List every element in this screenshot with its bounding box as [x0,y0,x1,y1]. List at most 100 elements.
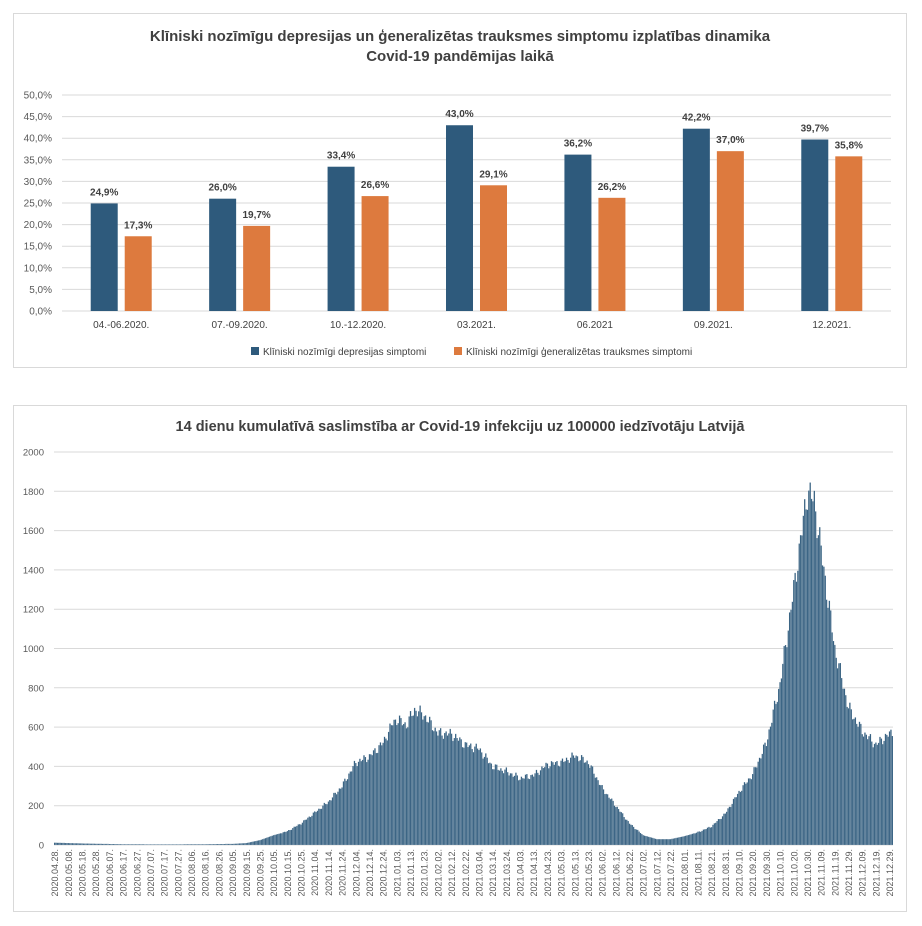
x-tick-label: 2021.11.19. [830,849,840,896]
x-tick-label: 2021.07.02. [639,849,649,897]
x-tick-label: 12.2021. [812,320,851,331]
bar-depression [801,139,829,311]
x-tick-label: 2020.08.16. [201,849,211,897]
y-tick-label: 45,0% [24,112,52,123]
x-tick-label: 2021.03.04. [474,849,484,897]
legend-label: Klīniski nozīmīgi ģeneralizētas trauksme… [466,345,692,358]
x-tick-label: 2021.05.03. [557,849,567,897]
x-tick-label: 2021.08.31. [721,849,731,897]
y-tick-label: 20,0% [24,220,52,231]
x-tick-label: 2021.07.22. [666,849,676,897]
x-tick-label: 2020.08.06. [187,849,197,897]
bar-anxiety [124,236,152,311]
y-tick-label: 1400 [23,565,44,576]
x-tick-label: 2020.06.27. [132,849,142,897]
x-tick-label: 2020.08.26. [214,849,224,897]
x-tick-label: 2020.04.28. [50,849,60,897]
x-tick-label: 2021.08.21. [707,849,717,897]
legend-swatch-depression [251,347,259,355]
x-tick-label: 10.-12.2020. [330,320,386,331]
y-tick-label: 400 [28,762,44,773]
covid-incidence-chart: 14 dienu kumulatīvā saslimstība ar Covid… [13,405,907,912]
x-tick-label: 2020.09.15. [242,849,252,897]
x-tick-label: 2020.07.07. [146,849,156,897]
x-tick-label: 2021.04.13. [529,849,539,897]
x-tick-label: 03.2021. [457,320,496,331]
x-tick-label: 2021.02.22. [461,849,471,897]
data-label: 19,7% [242,210,270,221]
x-tick-label: 2021.08.01. [680,849,690,897]
x-tick-label: 2021.12.29. [885,849,895,897]
data-label: 17,3% [124,220,152,231]
incidence-chart-canvas: 0 200 400 600 800 1000 1200 1400 1600 1800 2000 202… [23,448,895,897]
x-tick-label: 2021.08.11. [693,849,703,896]
data-label: 37,0% [716,135,744,146]
x-tick-label: 2020.12.24. [379,849,389,897]
x-tick-label: 09.2021. [694,320,733,331]
data-label: 35,8% [835,140,863,151]
y-tick-label: 600 [28,723,44,734]
y-tick-label: 35,0% [24,155,52,166]
x-tick-label: 2020.06.07. [105,849,115,897]
x-tick-label: 2021.04.23. [543,849,553,897]
x-tick-label: 2021.10.10. [776,849,786,897]
x-tick-label: 2021.06.22. [625,849,635,897]
x-tick-label: 2021.02.12. [447,849,457,897]
x-tick-label: 2021.11.09. [817,849,827,896]
bar-depression [209,198,237,311]
data-label: 42,2% [682,113,710,124]
y-tick-label: 10,0% [24,263,52,274]
y-tick-label: 25,0% [24,199,52,210]
x-tick-label: 2021.01.13. [406,849,416,897]
legend-swatch-anxiety [454,347,462,355]
incidence-bars [53,482,894,846]
x-tick-label: 2020.09.05. [228,849,238,897]
x-tick-label: 2020.07.27. [173,849,183,897]
data-label: 43,0% [445,109,473,120]
data-label: 26,2% [598,182,626,193]
data-label: 24,9% [90,187,118,198]
bar-chart-canvas: 0,0% 5,0% 10,0% 15,0% 20,0% 25,0% 30,0% 35,0% 40… [24,91,891,358]
x-tick-label: 2021.05.13. [570,849,580,897]
bar-anxiety [243,225,271,311]
y-tick-label: 1800 [23,487,44,498]
x-tick-label: 2021.03.24. [502,849,512,897]
y-tick-label: 200 [28,801,44,812]
x-tick-label: 2021.01.23. [420,849,430,897]
bar-depression [446,125,473,312]
x-tick-label: 2020.06.17. [119,849,129,897]
x-tick-label: 2020.12.14. [365,849,375,897]
x-tick-label: 2020.05.28. [91,849,101,897]
data-label: 39,7% [801,123,829,134]
x-tick-label: 2021.09.20. [748,849,758,897]
x-tick-label: 2021.02.02. [433,849,443,897]
x-tick-label: 2020.10.05. [269,849,279,897]
x-tick-label: 2021.12.09. [858,849,868,897]
bar-anxiety [598,197,626,311]
bar-depression [564,154,592,311]
y-tick-label: 5,0% [29,285,52,296]
bar-anxiety [361,196,389,311]
data-label: 26,0% [208,183,236,194]
bar-depression [90,203,118,311]
x-tick-label: 2021.12.19. [871,849,881,897]
x-tick-label: 2021.03.14. [488,849,498,897]
y-tick-label: 0,0% [29,307,52,318]
x-tick-label: 2021.04.03. [516,849,526,897]
x-tick-label: 2020.11.04. [310,849,320,896]
x-tick-label: 2020.09.25. [255,849,265,897]
data-label: 33,4% [327,151,355,162]
bar-depression [327,166,355,311]
x-tick-label: 2021.09.30. [762,849,772,897]
bar-anxiety [716,151,744,311]
x-tick-label: 2021.06.12. [611,849,621,897]
x-tick-label: 2021.11.29. [844,849,854,896]
x-tick-label: 2020.10.15. [283,849,293,897]
x-tick-label: 2020.05.18. [78,849,88,897]
x-tick-label: 2020.11.14. [324,849,334,896]
y-tick-label: 30,0% [24,177,52,188]
y-tick-label: 1600 [23,526,44,537]
chart-title: 14 dienu kumulatīvā saslimstība ar Covid… [175,419,745,435]
x-tick-label: 2021.10.20. [789,849,799,897]
bar-depression [682,128,710,311]
